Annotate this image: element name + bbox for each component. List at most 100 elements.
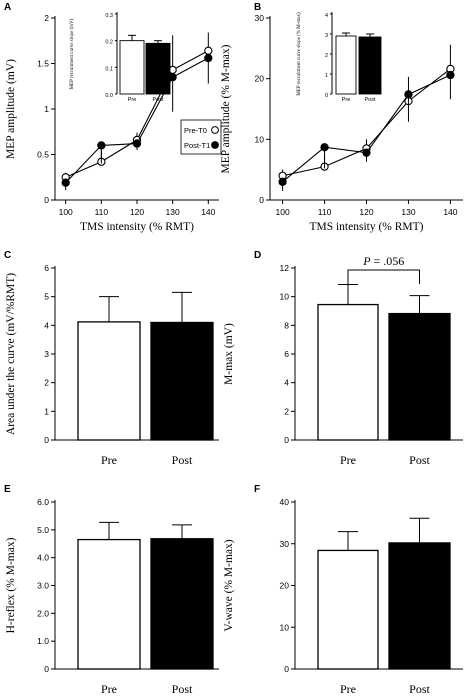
y-tick-label: 0.2 <box>105 40 113 46</box>
bar <box>145 42 171 95</box>
y-tick-label: 4 <box>44 320 49 330</box>
legend-label: Pre-T0 <box>184 126 207 135</box>
data-point <box>204 53 213 63</box>
y-tick-label: 4 <box>325 13 328 19</box>
bar <box>335 35 357 95</box>
y-tick-label: 0 <box>284 664 289 674</box>
x-tick-label: 130 <box>401 207 415 217</box>
y-axis-label: MEP amplitude (mV) <box>5 59 17 159</box>
y-tick-label: 30 <box>255 13 265 23</box>
x-tick-label: Pre <box>340 682 356 696</box>
bar <box>317 549 379 670</box>
y-tick-label: 1.0 <box>37 636 49 646</box>
significance-bracket <box>347 269 420 284</box>
y-tick-label: 0.3 <box>105 13 113 19</box>
data-point <box>320 143 329 152</box>
y-tick-label: 10 <box>255 134 265 144</box>
p-symbol: P <box>362 254 371 268</box>
y-tick-label: 2.0 <box>37 608 49 618</box>
y-tick-label: 0 <box>44 664 49 674</box>
x-tick-label: 110 <box>95 207 109 217</box>
y-axis-label: V-wave (% M-max) <box>223 539 235 631</box>
bar <box>77 321 141 441</box>
x-tick-label: 140 <box>443 207 457 217</box>
y-tick-label: 0 <box>284 435 289 445</box>
bar <box>388 542 451 670</box>
y-tick-label: 4 <box>284 378 289 388</box>
x-tick-label: Post <box>172 682 193 696</box>
legend-marker <box>211 126 219 134</box>
panel-letter: B <box>254 2 261 13</box>
panel-e: E 0 1.0 2.0 3.0 4.0 5.0 6.0 Pre Post H-reflex (% M… <box>4 484 219 696</box>
y-tick-label: 6.0 <box>37 497 49 507</box>
y-tick-label: 0 <box>44 435 49 445</box>
y-tick-label: 10 <box>280 622 290 632</box>
y-tick-label: 1 <box>325 73 328 79</box>
x-tick-label: Post <box>152 97 163 103</box>
y-tick-label: 0.1 <box>105 66 113 72</box>
y-axis-label: M-max (mV) <box>223 323 235 385</box>
x-tick-label: Pre <box>342 97 351 103</box>
panel-a: A 0 0.5 1 1.5 2 100 110 120 130 140 TMS intensity (… <box>4 2 222 233</box>
y-tick-label: 1.5 <box>37 59 49 69</box>
p-value: = .056 <box>371 254 405 268</box>
inset-chart: 0.0 0.1 0.2 0.3 Pre Post MEP recruitment curve… <box>70 12 171 103</box>
x-tick-label: Post <box>409 453 430 467</box>
y-tick-label: 6 <box>44 263 49 273</box>
y-axis-label: MEP recruitment curve slope (mV) <box>70 18 75 89</box>
data-point <box>362 148 371 157</box>
x-tick-label: Post <box>409 682 430 696</box>
y-tick-label: 8 <box>284 320 289 330</box>
x-tick-label: Pre <box>340 453 356 467</box>
bar <box>317 303 379 441</box>
y-axis-label: MEP amplitude (% M-max) <box>220 44 232 173</box>
x-tick-label: 120 <box>130 207 144 217</box>
y-tick-label: 0 <box>259 195 264 205</box>
x-axis-label: TMS intensity (% RMT) <box>309 221 423 233</box>
y-tick-label: 3 <box>325 33 328 39</box>
data-point <box>61 178 70 187</box>
y-tick-label: 4.0 <box>37 553 49 563</box>
panel-letter: C <box>4 250 11 261</box>
y-tick-label: 0.0 <box>105 93 113 99</box>
y-axis-label: MEP recruitment curve slope (% M-max) <box>297 12 302 96</box>
x-tick-label: 120 <box>359 207 373 217</box>
legend-label: Post-T1 <box>184 141 210 150</box>
y-tick-label: 1 <box>44 104 49 114</box>
x-tick-label: Post <box>364 97 375 103</box>
y-tick-label: 10 <box>280 292 290 302</box>
y-tick-label: 2 <box>284 406 289 416</box>
panel-letter: E <box>4 484 11 495</box>
y-tick-label: 3 <box>44 349 49 359</box>
y-tick-label: 20 <box>280 581 290 591</box>
x-tick-label: Pre <box>101 682 117 696</box>
y-tick-label: 40 <box>280 497 290 507</box>
x-tick-label: Post <box>172 453 193 467</box>
y-tick-label: 2 <box>44 13 49 23</box>
x-tick-label: Pre <box>128 97 137 103</box>
x-tick-label: 140 <box>201 207 215 217</box>
panel-f: F 0 10 20 30 40 Pre Post V-wave (% M-max) <box>223 484 463 696</box>
y-tick-label: 5 <box>44 292 49 302</box>
y-tick-label: 12 <box>280 263 290 273</box>
y-tick-label: 20 <box>255 74 265 84</box>
x-tick-label: Pre <box>101 453 117 467</box>
y-tick-label: 6 <box>284 349 289 359</box>
bar <box>388 312 451 441</box>
y-tick-label: 0 <box>44 195 49 205</box>
data-point <box>132 139 142 148</box>
bar <box>150 538 214 670</box>
y-tick-label: 0 <box>325 93 328 99</box>
bar <box>77 538 141 670</box>
y-tick-label: 0.5 <box>37 150 49 160</box>
p-value-annotation: P = .056 <box>362 254 404 268</box>
x-tick-label: 100 <box>275 207 289 217</box>
panel-d: D 0 2 4 6 8 10 12 Pre Post M-max (mV) P = .056 <box>223 250 463 467</box>
y-axis-label: Area under the curve (mV/%RMT) <box>5 273 17 435</box>
legend-marker <box>211 141 219 149</box>
bar <box>119 40 145 95</box>
y-axis-label: H-reflex (% M-max) <box>5 537 17 633</box>
bar <box>358 36 382 95</box>
data-point <box>446 70 455 80</box>
